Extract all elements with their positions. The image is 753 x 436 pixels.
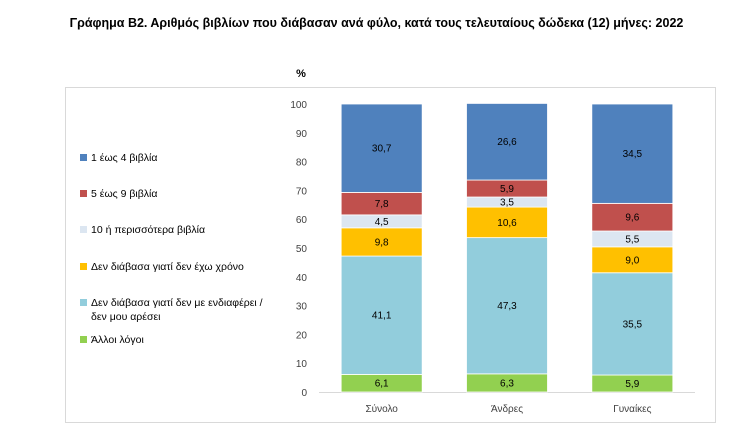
legend-label: Δεν διάβασα γιατί δεν με ενδιαφέρει / δεν… — [91, 297, 263, 323]
y-tick-label: 20 — [296, 330, 308, 341]
y-tick-label: 40 — [296, 273, 308, 284]
data-label: 9,8 — [375, 237, 389, 248]
legend-label: 5 έως 9 βιβλία — [91, 188, 158, 200]
data-label: 26,6 — [497, 137, 517, 148]
data-label: 35,5 — [623, 319, 643, 330]
bar-segment — [340, 103, 423, 193]
y-tick-label: 90 — [296, 129, 308, 140]
data-label: 5,9 — [500, 184, 514, 195]
legend-swatch — [80, 226, 87, 233]
data-label: 9,6 — [625, 213, 639, 224]
y-tick-label: 80 — [296, 158, 308, 169]
y-tick-label: 70 — [296, 186, 308, 197]
y-tick-label: 100 — [290, 100, 307, 111]
data-label: 6,3 — [500, 378, 514, 389]
bar-segment — [591, 202, 674, 232]
y-tick-label: 0 — [301, 388, 307, 399]
data-label: 6,1 — [375, 379, 389, 390]
legend-swatch — [80, 336, 87, 343]
legend-label: Δεν διάβασα γιατί δεν έχω χρόνο — [91, 261, 244, 273]
data-label: 10,6 — [497, 218, 517, 229]
legend-label: 10 ή περισσότερα βιβλία — [91, 224, 206, 236]
data-label: 5,5 — [625, 234, 639, 245]
bar-segment — [591, 272, 674, 376]
y-tick-label: 30 — [296, 302, 308, 313]
chart-title: Γράφημα Β2. Αριθμός βιβλίων που διάβασαν… — [69, 16, 684, 30]
x-tick-label: Σύνολο — [365, 403, 398, 415]
bar-segment — [466, 206, 548, 239]
data-label: 41,1 — [372, 311, 392, 322]
y-tick-label: 50 — [296, 244, 308, 255]
y-tick-label: 60 — [296, 215, 308, 226]
data-label: 30,7 — [372, 144, 392, 155]
data-label: 4,5 — [375, 217, 389, 228]
legend-swatch — [80, 263, 87, 270]
x-tick-label: Γυναίκες — [613, 403, 651, 415]
data-label: 34,5 — [623, 149, 643, 160]
chart-frame — [65, 87, 716, 423]
bar-segment — [591, 103, 674, 204]
bar-segment — [591, 246, 674, 274]
legend-swatch — [80, 154, 87, 161]
data-label: 47,3 — [497, 301, 517, 312]
bar-segment — [466, 103, 548, 181]
data-label: 7,8 — [375, 199, 389, 210]
x-tick-label: Άνδρες — [491, 404, 523, 415]
y-tick-label: 10 — [296, 359, 308, 370]
legend-swatch — [80, 190, 87, 197]
data-label: 3,5 — [500, 198, 514, 209]
bar-segment — [466, 237, 548, 375]
legend-swatch — [80, 299, 87, 306]
legend-label: 1 έως 4 βιβλία — [91, 152, 158, 164]
legend-label: Άλλοι λόγοι — [91, 334, 144, 346]
data-label: 5,9 — [625, 379, 639, 390]
data-label: 9,0 — [625, 255, 639, 266]
y-axis-label: % — [296, 68, 306, 80]
